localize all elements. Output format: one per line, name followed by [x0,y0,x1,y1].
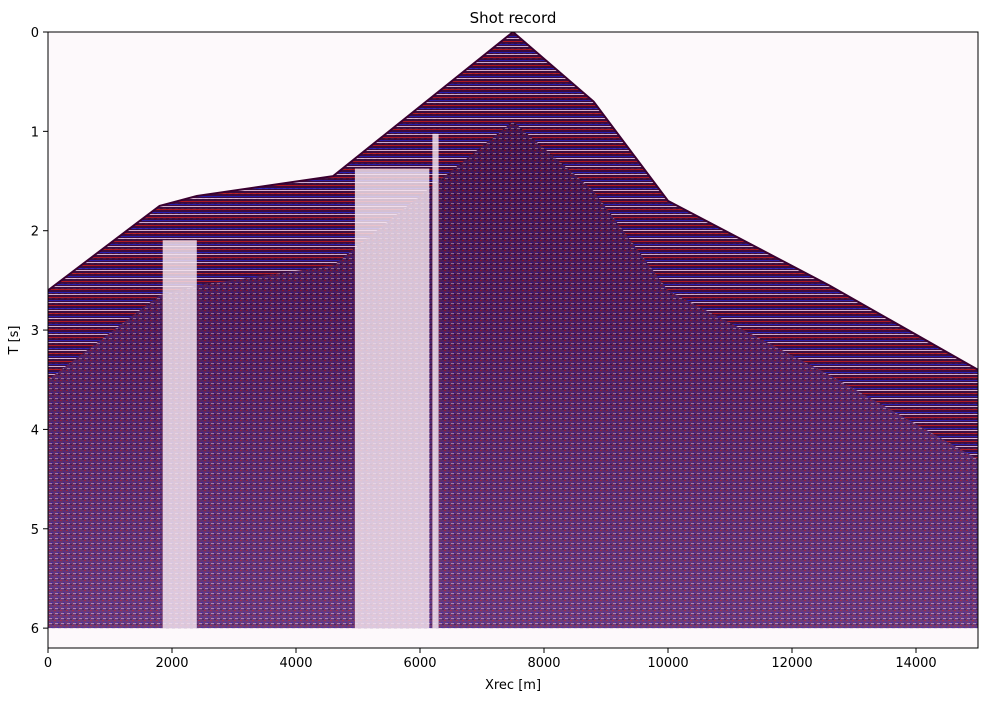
x-axis: 0 2000 4000 6000 8000 10000 12000 14000 [44,648,937,671]
first-arrival-line [48,32,978,371]
x-tick-label: 12000 [771,656,812,671]
axes-frame [47,31,979,649]
y-axis-label: T [s] [7,326,22,356]
seismic-image [48,32,978,629]
y-tick-label: 2 [31,225,39,240]
reflection-layers [48,32,978,460]
low-amplitude-band [432,133,439,629]
y-tick-label: 4 [31,423,39,438]
x-tick-label: 14000 [895,656,936,671]
y-tick-label: 1 [31,125,39,140]
x-tick-label: 10000 [647,656,688,671]
y-tick-label: 6 [31,622,39,637]
low-amplitude-band [354,168,430,629]
y-tick-label: 0 [31,26,39,41]
chart-title: Shot record [470,9,557,27]
low-amplitude-band [162,240,197,629]
x-tick-label: 8000 [527,656,560,671]
x-axis-label: Xrec [m] [485,678,541,693]
y-tick-label: 5 [31,523,39,538]
x-tick-label: 2000 [155,656,188,671]
x-tick-label: 6000 [403,656,436,671]
y-axis: 0 1 2 3 4 5 6 [31,26,48,637]
y-tick-label: 3 [31,324,39,339]
data-body-shading [48,32,978,629]
x-tick-label: 0 [44,656,52,671]
x-tick-label: 4000 [279,656,312,671]
